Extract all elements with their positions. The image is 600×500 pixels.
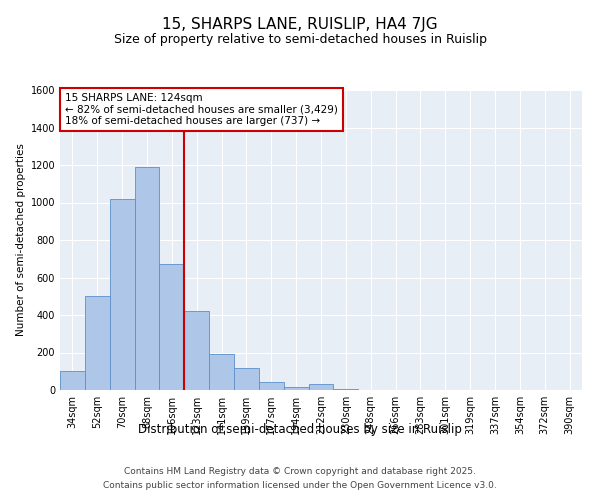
Bar [209,354,234,390]
Text: Contains public sector information licensed under the Open Government Licence v3: Contains public sector information licen… [103,481,497,490]
Text: Size of property relative to semi-detached houses in Ruislip: Size of property relative to semi-detach… [113,32,487,46]
Bar [160,264,184,390]
Text: 15 SHARPS LANE: 124sqm
← 82% of semi-detached houses are smaller (3,429)
18% of : 15 SHARPS LANE: 124sqm ← 82% of semi-det… [65,93,338,126]
Bar [308,384,334,390]
Text: Distribution of semi-detached houses by size in Ruislip: Distribution of semi-detached houses by … [138,422,462,436]
Bar [85,296,110,390]
Bar [60,371,85,390]
Bar [259,382,284,390]
Bar [234,368,259,390]
Y-axis label: Number of semi-detached properties: Number of semi-detached properties [16,144,26,336]
Bar [110,198,134,390]
Bar [334,389,358,390]
Text: Contains HM Land Registry data © Crown copyright and database right 2025.: Contains HM Land Registry data © Crown c… [124,468,476,476]
Bar [184,311,209,390]
Bar [284,387,308,390]
Bar [134,167,160,390]
Text: 15, SHARPS LANE, RUISLIP, HA4 7JG: 15, SHARPS LANE, RUISLIP, HA4 7JG [162,18,438,32]
